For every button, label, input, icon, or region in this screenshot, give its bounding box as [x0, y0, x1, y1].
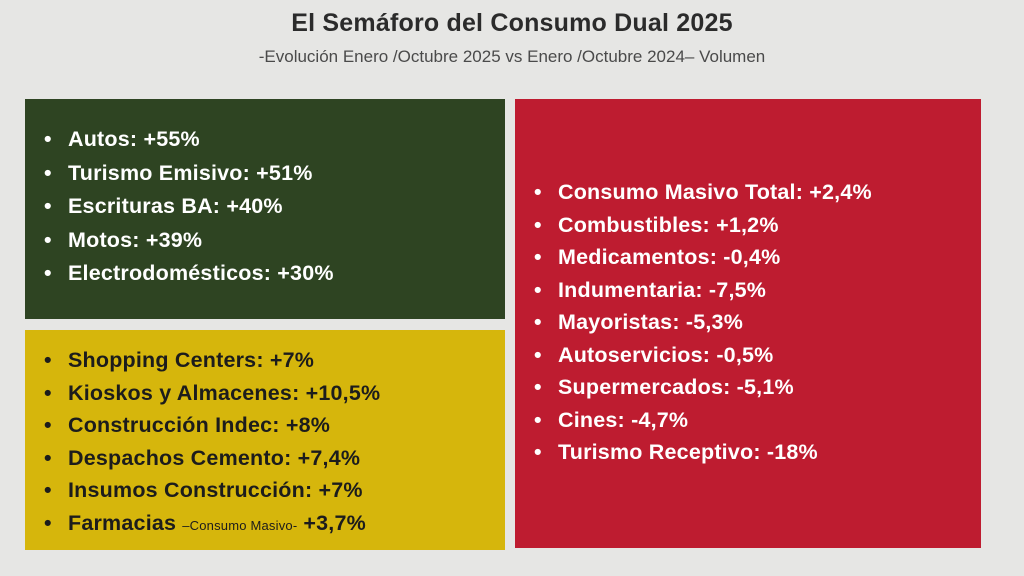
slide-subtitle: -Evolución Enero /Octubre 2025 vs Enero … [258, 47, 766, 66]
bullet-icon: • [44, 510, 52, 535]
list-item: • Kioskos y Almacenes: +10,5% [35, 377, 380, 410]
bullet-icon: • [534, 375, 542, 399]
list-item: • Motos: +39% [35, 224, 334, 258]
item-note: –Consumo Masivo- [182, 517, 298, 533]
list-item: • Combustibles: +1,2% [525, 209, 872, 242]
green-panel: • Autos: +55% • Turismo Emisivo: +51% • Esc… [25, 99, 505, 319]
item-label: Consumo Masivo Total: +2,4% [558, 180, 872, 204]
item-label: Farmacias [68, 510, 177, 535]
item-label: Electrodomésticos: +30% [68, 261, 334, 285]
item-label: Indumentaria: -7,5% [558, 277, 767, 302]
bullet-icon: • [44, 261, 52, 285]
yellow-panel: • Shopping Centers: +7% • Kioskos y Almace… [25, 330, 505, 550]
bullet-icon: • [44, 413, 52, 437]
list-item: • Consumo Masivo Total: +2,4% [525, 176, 872, 209]
slide-title: El Semáforo del Consumo Dual 2025 [291, 9, 733, 37]
bullet-icon: • [44, 478, 52, 502]
item-label: Turismo Receptivo: -18% [558, 440, 818, 464]
bullet-icon: • [44, 160, 52, 185]
bullet-icon: • [534, 277, 542, 302]
item-label: Combustibles: +1,2% [558, 212, 779, 237]
item-value: +3,7% [303, 510, 366, 535]
bullet-icon: • [44, 380, 52, 405]
green-list: • Autos: +55% • Turismo Emisivo: +51% • Esc… [35, 123, 334, 291]
item-label: Motos: +39% [68, 227, 203, 252]
list-item: • Mayoristas: -5,3% [525, 306, 872, 339]
red-panel: • Consumo Masivo Total: +2,4% • Combustibl… [515, 99, 981, 548]
item-label: Turismo Emisivo: +51% [68, 160, 313, 185]
item-label: Autoservicios: -0,5% [558, 342, 774, 367]
item-label: Supermercados: -5,1% [558, 375, 794, 399]
bullet-icon: • [534, 407, 542, 432]
list-item: • Farmacias –Consumo Masivo- +3,7% [35, 507, 380, 540]
bullet-icon: • [44, 127, 52, 151]
list-item: • Despachos Cemento: +7,4% [35, 442, 380, 475]
item-label: Insumos Construcción: +7% [68, 478, 363, 502]
bullet-icon: • [534, 342, 542, 367]
bullet-icon: • [44, 194, 52, 218]
bullet-icon: • [44, 445, 52, 470]
red-list: • Consumo Masivo Total: +2,4% • Combustibl… [525, 176, 872, 469]
item-label: Medicamentos: -0,4% [558, 245, 781, 269]
bullet-icon: • [44, 348, 52, 372]
list-item: • Escrituras BA: +40% [35, 190, 334, 224]
list-item: • Electrodomésticos: +30% [35, 257, 334, 291]
item-label: Construcción Indec: +8% [68, 413, 331, 437]
list-item: • Turismo Receptivo: -18% [525, 436, 872, 469]
list-item: • Construcción Indec: +8% [35, 409, 380, 442]
item-label: Escrituras BA: +40% [68, 194, 283, 218]
bullet-icon: • [534, 212, 542, 237]
bullet-icon: • [44, 227, 52, 252]
list-item: • Autoservicios: -0,5% [525, 339, 872, 372]
yellow-list: • Shopping Centers: +7% • Kioskos y Almace… [35, 344, 380, 539]
list-item: • Medicamentos: -0,4% [525, 241, 872, 274]
list-item: • Autos: +55% [35, 123, 334, 157]
item-label: Kioskos y Almacenes: +10,5% [68, 380, 381, 405]
list-item: • Cines: -4,7% [525, 404, 872, 437]
list-item: • Indumentaria: -7,5% [525, 274, 872, 307]
bullet-icon: • [534, 440, 542, 464]
bullet-icon: • [534, 245, 542, 269]
bullet-icon: • [534, 310, 542, 334]
item-label: Despachos Cemento: +7,4% [68, 445, 361, 470]
item-label: Mayoristas: -5,3% [558, 310, 744, 334]
list-item: • Insumos Construcción: +7% [35, 474, 380, 507]
bullet-icon: • [534, 180, 542, 204]
item-label: Shopping Centers: +7% [68, 348, 315, 372]
item-label: Cines: -4,7% [558, 407, 689, 432]
item-label: Autos: +55% [68, 127, 200, 151]
list-item: • Turismo Emisivo: +51% [35, 157, 334, 191]
list-item: • Shopping Centers: +7% [35, 344, 380, 377]
list-item: • Supermercados: -5,1% [525, 371, 872, 404]
